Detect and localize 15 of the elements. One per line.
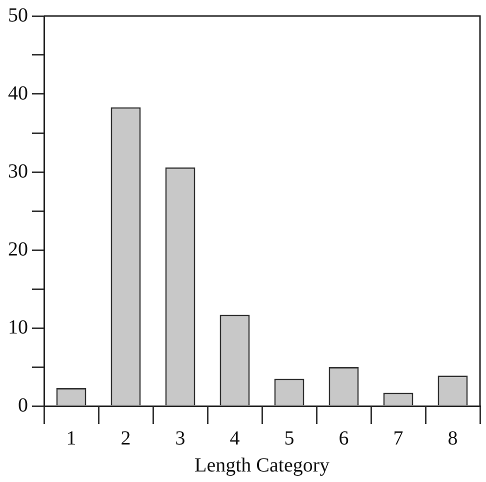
y-tick-label: 50 — [8, 4, 28, 26]
y-tick-label: 20 — [8, 238, 28, 260]
y-tick-label: 10 — [8, 316, 28, 338]
x-tick-label: 2 — [120, 427, 131, 450]
y-tick-label: 30 — [8, 160, 28, 182]
y-tick-label: 0 — [18, 394, 28, 416]
y-tick-label: 40 — [8, 82, 28, 104]
x-tick-label: 7 — [393, 427, 404, 450]
x-axis-title: Length Category — [194, 454, 330, 476]
x-tick-label: 8 — [448, 427, 458, 450]
x-tick-label: 1 — [66, 427, 76, 450]
x-tick-label: 5 — [284, 427, 294, 450]
x-tick-label: 6 — [338, 427, 349, 450]
x-tick-label: 4 — [230, 427, 240, 450]
x-tick-label: 3 — [175, 427, 186, 450]
